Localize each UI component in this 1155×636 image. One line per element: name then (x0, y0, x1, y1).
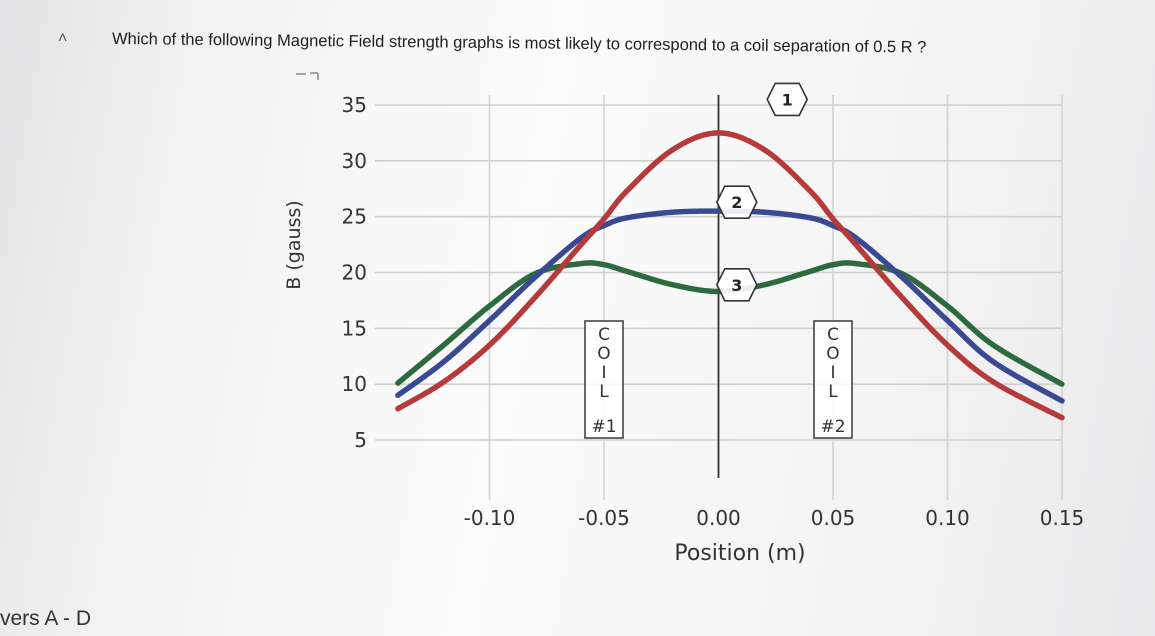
coil-letter: C (598, 325, 610, 345)
series-labels: 1 2 3 (715, 82, 809, 302)
x-tick-label: 0.00 (696, 506, 741, 530)
series-lines (395, 130, 1065, 421)
coil-letter: C (827, 325, 839, 345)
y-tick-labels: 5 10 15 20 25 30 35 (342, 93, 367, 452)
coil-number: #1 (591, 417, 616, 437)
label-text: 1 (782, 90, 793, 109)
series-line-1 (395, 130, 1065, 421)
y-tick-label: 10 (342, 372, 367, 396)
series-line-3 (395, 260, 1065, 387)
coil-letter: I (830, 363, 835, 383)
series-label-1: 1 (766, 82, 809, 117)
coil-letter: L (828, 382, 838, 402)
x-tick-label: 0.10 (925, 506, 970, 530)
y-tick-label: 35 (342, 93, 367, 117)
y-tick-label: 15 (342, 316, 367, 340)
series-line-2 (395, 208, 1065, 404)
coil-letter: I (601, 363, 606, 383)
label-text: 3 (731, 276, 742, 295)
series-label-2: 2 (715, 185, 758, 219)
coil-box (813, 320, 853, 439)
label-badge (715, 185, 758, 219)
y-tick-label: 25 (342, 205, 367, 229)
y-tick-label: 20 (342, 261, 367, 285)
y-tick-label: 30 (342, 149, 367, 173)
series-label-3: 3 (715, 267, 758, 302)
label-badge (766, 82, 809, 117)
pen-mark (296, 72, 319, 80)
coil-letter: O (597, 344, 610, 364)
x-tick-label: 0.15 (1040, 506, 1085, 530)
coil-box (584, 320, 624, 439)
y-tick-label: 5 (354, 428, 367, 452)
x-tick-labels: -0.10 -0.05 0.00 0.05 0.10 0.15 (464, 506, 1085, 530)
coil-letter: O (826, 344, 839, 364)
chevron-up-icon[interactable]: ˄ (58, 30, 68, 47)
x-tick-label: 0.05 (811, 506, 856, 530)
x-axis-label: Position (m) (674, 541, 805, 566)
answers-range-label: vers A - D (0, 607, 92, 630)
x-tick-label: -0.10 (464, 506, 516, 530)
x-tick-label: -0.05 (578, 506, 630, 530)
label-text: 2 (731, 193, 742, 212)
label-badge (715, 267, 758, 302)
y-axis-label: B (gauss) (283, 200, 305, 289)
coil-number: #2 (820, 417, 845, 437)
coil-letter: L (599, 382, 609, 402)
